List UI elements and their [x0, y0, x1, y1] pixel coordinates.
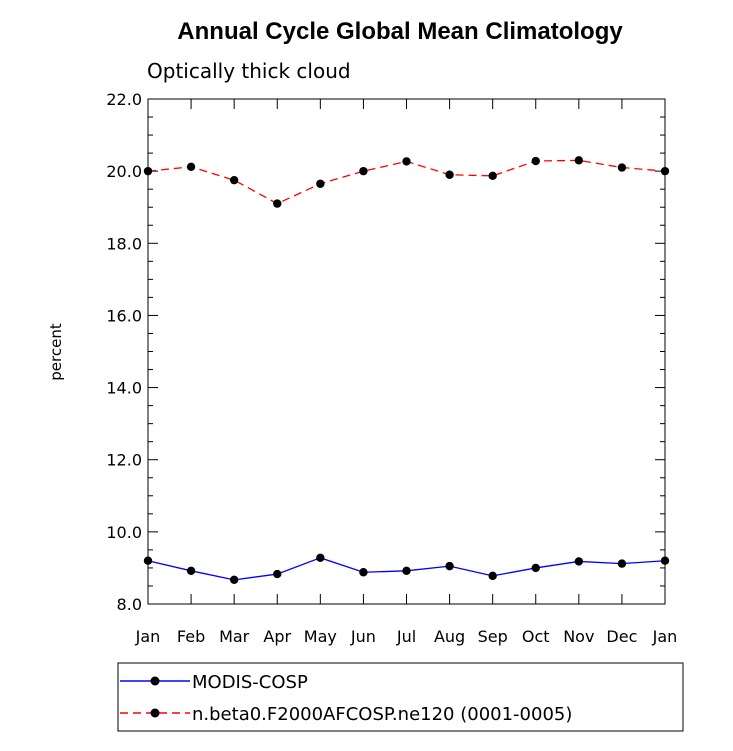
series-line [147, 159, 666, 205]
data-point [402, 157, 411, 166]
legend-marker-model [150, 708, 160, 718]
y-tick-label: 18.0 [106, 234, 142, 253]
y-axis-label: percent [47, 323, 65, 381]
y-tick-label: 10.0 [106, 523, 142, 542]
x-tick-label: Jun [350, 627, 376, 646]
y-tick-label: 22.0 [106, 90, 142, 109]
x-tick-label: Dec [606, 627, 637, 646]
y-tick-label: 12.0 [106, 451, 142, 470]
data-point [445, 170, 454, 179]
data-point [531, 563, 540, 573]
chart-subtitle: Optically thick cloud [147, 59, 351, 83]
series-layer [143, 156, 670, 585]
x-tick-label: Jan [652, 627, 678, 646]
data-point [402, 566, 411, 576]
y-tick-label: 20.0 [106, 162, 142, 181]
data-point [660, 166, 670, 176]
x-tick-label: Feb [177, 627, 205, 646]
data-point [488, 571, 497, 581]
data-point [186, 162, 196, 172]
legend-frame [117, 662, 684, 732]
data-point [229, 575, 239, 585]
data-point [531, 156, 540, 166]
data-point [143, 556, 153, 565]
x-tick-label: May [304, 627, 337, 646]
data-point [316, 553, 325, 563]
x-tick-label: Mar [219, 627, 250, 646]
data-point [445, 561, 454, 571]
series-model [143, 156, 670, 208]
x-tick-label: Jan [135, 627, 161, 646]
data-point [273, 569, 282, 579]
y-tick-labels: 8.0 10.0 12.0 14.0 16.0 18.0 20.0 22.0 [106, 90, 142, 614]
y-tick-label: 14.0 [106, 379, 142, 398]
x-tick-label: Sep [478, 627, 508, 646]
plot-frame [147, 98, 666, 605]
legend-label-modis: MODIS-COSP [192, 672, 308, 693]
data-point [143, 166, 153, 176]
y-tick-label: 16.0 [106, 306, 142, 325]
data-point [229, 175, 239, 185]
x-tick-labels: Jan Feb Mar Apr May Jun Jul Aug Sep Oct Nov Dec Jan [135, 627, 678, 646]
data-point [359, 166, 368, 176]
legend: MODIS-COSP n.beta0.F2000AFCOSP.ne120 (00… [117, 662, 684, 732]
data-point [574, 557, 584, 566]
data-point [660, 556, 670, 565]
x-tick-label: Apr [263, 627, 291, 646]
data-point [574, 156, 584, 165]
series-modis-cosp [143, 553, 670, 585]
chart-title: Annual Cycle Global Mean Climatology [177, 18, 623, 45]
legend-label-model: n.beta0.F2000AFCOSP.ne120 (0001-0005) [192, 704, 572, 725]
x-tick-label: Oct [522, 627, 550, 646]
data-point [488, 171, 497, 181]
x-tick-label: Nov [563, 627, 594, 646]
data-point [359, 568, 368, 577]
y-tick-label: 8.0 [117, 595, 142, 614]
data-point [273, 199, 282, 208]
legend-marker-modis [150, 676, 160, 686]
x-tick-label: Jul [396, 627, 416, 646]
data-point [316, 179, 325, 188]
data-point [617, 163, 627, 172]
axis-ticks [147, 98, 666, 605]
data-point [186, 566, 196, 576]
data-point [617, 559, 627, 568]
x-tick-label: Aug [434, 627, 465, 646]
